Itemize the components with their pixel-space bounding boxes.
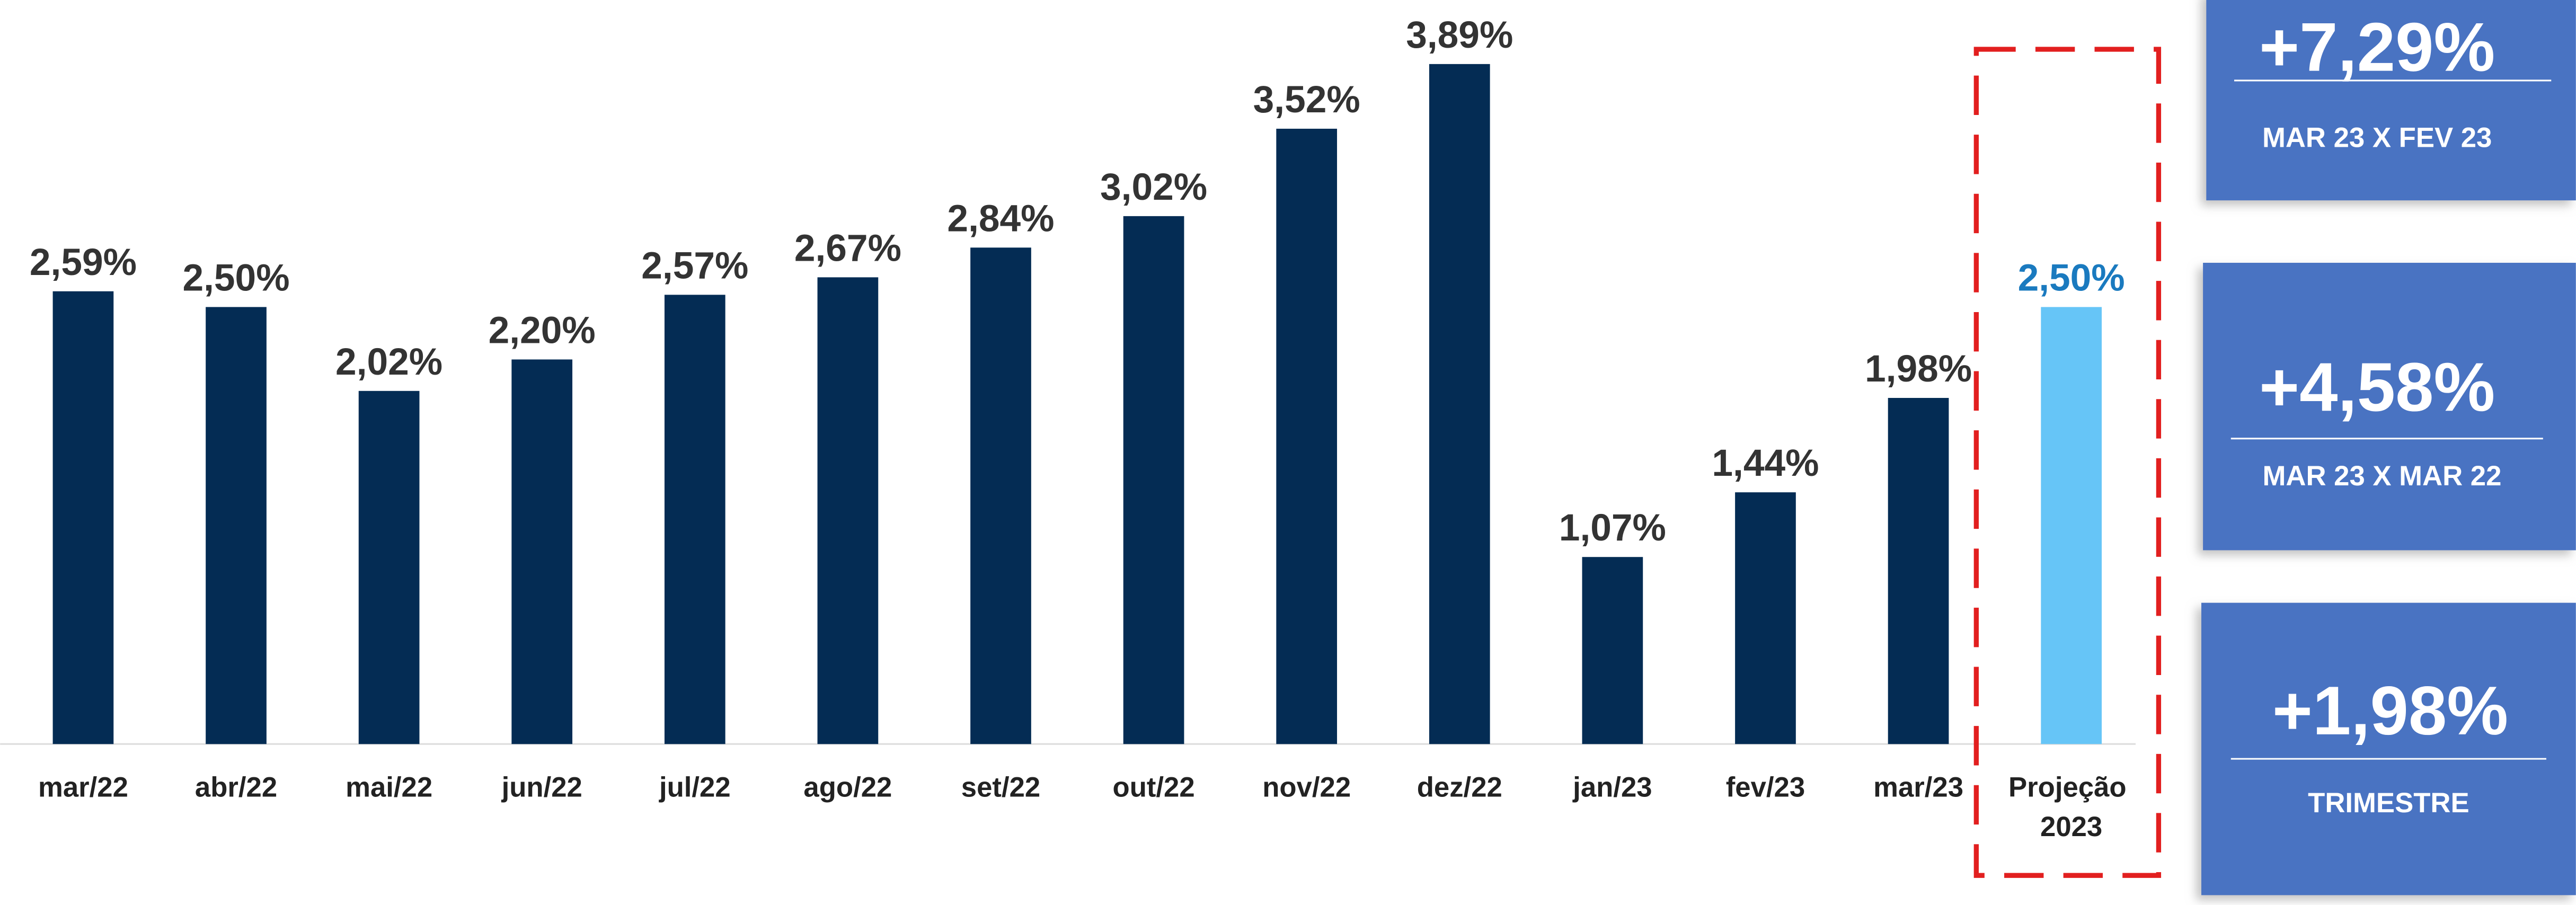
x-tick-label: ago/22 <box>803 771 892 803</box>
value-label: 2,50% <box>182 256 289 299</box>
bar <box>52 291 114 744</box>
projection-frame <box>1973 47 2162 878</box>
value-label: 1,44% <box>1712 442 1819 484</box>
box-label: TRIMESTRE <box>2308 787 2469 819</box>
bar <box>511 359 573 744</box>
summary-boxes: +7,29% MAR 23 X FEV 23 +4,58% MAR 23 X M… <box>2201 0 2576 895</box>
bar <box>206 307 267 744</box>
box-bg <box>2201 602 2576 895</box>
x-tick-label: Projeção 2023 <box>2008 771 2134 842</box>
x-tick-label: dez/22 <box>1417 771 1502 803</box>
bar <box>970 247 1031 744</box>
bar <box>1429 64 1490 744</box>
value-label: 2,84% <box>947 197 1054 239</box>
x-tick-label: jul/22 <box>659 771 731 803</box>
value-label: 2,57% <box>641 244 748 287</box>
bar <box>817 277 879 744</box>
x-tick-label: mai/22 <box>346 771 432 803</box>
value-label: 3,02% <box>1100 166 1207 208</box>
bar <box>1276 128 1338 744</box>
bar <box>664 295 725 744</box>
value-label: 2,20% <box>489 309 596 351</box>
value-label: 2,50% <box>2018 256 2125 299</box>
summary-box: +4,58% MAR 23 X MAR 22 <box>2203 262 2576 551</box>
x-tick-label: mar/23 <box>1873 771 1963 803</box>
x-tick-label: out/22 <box>1113 771 1195 803</box>
bar <box>1582 557 1643 744</box>
summary-box: +7,29% MAR 23 X FEV 23 <box>2206 0 2576 201</box>
x-tick-label: jan/23 <box>1572 771 1652 803</box>
value-label: 2,67% <box>794 227 901 269</box>
x-tick-label: nov/22 <box>1262 771 1351 803</box>
value-label: 1,98% <box>1865 348 1972 390</box>
value-label: 2,59% <box>30 241 137 283</box>
box-value: +7,29% <box>2259 8 2495 86</box>
x-tick-label: fev/23 <box>1726 771 1805 803</box>
x-tick-label: mar/22 <box>38 771 128 803</box>
value-label: 3,89% <box>1406 14 1513 56</box>
x-tick-label: abr/22 <box>195 771 277 803</box>
bar <box>1888 397 1949 744</box>
box-value: +1,98% <box>2272 672 2508 749</box>
bar <box>2041 307 2102 744</box>
box-label: MAR 23 X MAR 22 <box>2263 460 2502 492</box>
bar <box>358 391 420 744</box>
x-tick-label: jun/22 <box>501 771 582 803</box>
value-label: 3,52% <box>1253 78 1360 121</box>
summary-box: +1,98% TRIMESTRE <box>2201 602 2576 895</box>
x-tick-label: set/22 <box>961 771 1040 803</box>
box-value: +4,58% <box>2259 348 2495 425</box>
box-label: MAR 23 X FEV 23 <box>2262 122 2492 153</box>
value-label: 2,02% <box>335 341 442 383</box>
box-bg <box>2206 0 2576 201</box>
bar <box>1123 216 1184 744</box>
bar <box>1735 492 1796 744</box>
value-label: 1,07% <box>1559 507 1666 549</box>
box-bg <box>2203 262 2576 551</box>
